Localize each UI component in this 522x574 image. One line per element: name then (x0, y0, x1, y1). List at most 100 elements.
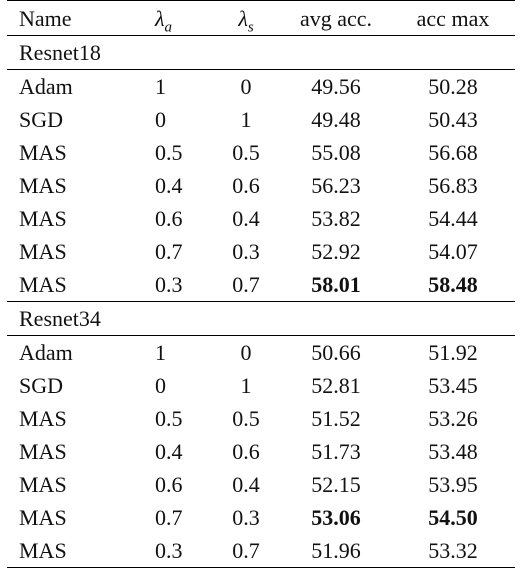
cell-text: MAS (19, 472, 67, 497)
data-cell: 0.4 (151, 169, 211, 202)
cell-text: 0.5 (232, 140, 260, 165)
cell-text: 0.4 (155, 173, 183, 198)
data-row: MAS 0.6 0.4 53.82 54.44 (7, 202, 515, 235)
section-title: Resnet18 (7, 35, 515, 70)
data-row: SGD 0 1 49.48 50.43 (7, 103, 515, 136)
data-cell: 52.92 (281, 235, 391, 268)
data-cell: MAS (7, 202, 151, 235)
cell-text: Adam (19, 340, 73, 365)
data-cell: 0 (151, 103, 211, 136)
data-cell: MAS (7, 169, 151, 202)
cell-text: 0.7 (232, 538, 260, 563)
data-row: MAS 0.3 0.7 58.01 58.48 (7, 268, 515, 302)
cell-text: 58.01 (311, 272, 361, 297)
section-row: Resnet18 (7, 35, 515, 70)
data-cell: 51.96 (281, 534, 391, 568)
cell-text: SGD (19, 373, 64, 398)
data-cell: 54.44 (391, 202, 515, 235)
header-cell: acc max (391, 0, 515, 36)
data-cell: 1 (151, 70, 211, 104)
cell-text: 51.52 (311, 406, 361, 431)
data-cell: MAS (7, 534, 151, 568)
cell-text: 53.48 (428, 439, 478, 464)
cell-text: MAS (19, 173, 67, 198)
cell-text: 53.26 (428, 406, 478, 431)
cell-text: 49.48 (311, 107, 361, 132)
header-cell: λs (211, 0, 281, 36)
data-cell: 0.3 (211, 501, 281, 534)
data-cell: Adam (7, 70, 151, 104)
cell-text: 0.7 (155, 239, 183, 264)
data-cell: 0.6 (211, 435, 281, 468)
subscript: s (247, 18, 254, 35)
data-cell: 56.83 (391, 169, 515, 202)
cell-text: 54.44 (428, 206, 478, 231)
data-cell: 0.6 (151, 468, 211, 501)
cell-text: Name (19, 5, 72, 31)
cell-text: 52.81 (311, 373, 361, 398)
header-cell: λa (151, 0, 211, 36)
cell-text: 55.08 (311, 140, 361, 165)
cell-text: 53.32 (428, 538, 478, 563)
cell-text: 0.3 (155, 538, 183, 563)
data-cell: MAS (7, 468, 151, 501)
cell-text: 0.5 (232, 406, 260, 431)
cell-text: 50.43 (428, 107, 478, 132)
data-row: MAS 0.7 0.3 52.92 54.07 (7, 235, 515, 268)
cell-text: 52.15 (311, 472, 361, 497)
data-cell: 58.01 (281, 268, 391, 302)
cell-text: SGD (19, 107, 64, 132)
cell-text: MAS (19, 140, 67, 165)
cell-text: 0.3 (232, 239, 260, 264)
data-cell: MAS (7, 268, 151, 302)
data-cell: 53.48 (391, 435, 515, 468)
data-cell: 58.48 (391, 268, 515, 302)
data-cell: 0.7 (211, 534, 281, 568)
data-cell: 51.92 (391, 336, 515, 370)
cell-text: Adam (19, 74, 73, 99)
data-cell: 51.73 (281, 435, 391, 468)
cell-text: 0 (155, 107, 166, 132)
data-cell: 54.07 (391, 235, 515, 268)
data-cell: 0.5 (151, 136, 211, 169)
data-cell: 56.68 (391, 136, 515, 169)
cell-text: 56.83 (428, 173, 478, 198)
data-cell: 0.5 (211, 402, 281, 435)
cell-text: 1 (155, 340, 166, 365)
subscript: a (164, 18, 173, 35)
cell-text: MAS (19, 538, 67, 563)
cell-text: MAS (19, 206, 67, 231)
data-cell: 0 (211, 336, 281, 370)
data-cell: MAS (7, 136, 151, 169)
data-cell: 53.95 (391, 468, 515, 501)
data-row: MAS 0.5 0.5 51.52 53.26 (7, 402, 515, 435)
data-cell: 0.3 (151, 268, 211, 302)
cell-text: 51.92 (428, 340, 478, 365)
header-row: Name λa λs avg acc. acc max (7, 0, 515, 36)
data-cell: 54.50 (391, 501, 515, 534)
cell-text: MAS (19, 439, 67, 464)
data-row: MAS 0.6 0.4 52.15 53.95 (7, 468, 515, 501)
section-title: Resnet34 (7, 301, 515, 336)
cell-text: 0 (240, 340, 252, 365)
data-cell: 0.6 (151, 202, 211, 235)
data-cell: 0.6 (211, 169, 281, 202)
cell-text: 0.7 (155, 505, 183, 530)
data-cell: 0.7 (211, 268, 281, 302)
data-cell: 0.4 (211, 202, 281, 235)
cell-text: 0.3 (155, 272, 183, 297)
data-cell: MAS (7, 435, 151, 468)
cell-text: 56.68 (428, 140, 478, 165)
data-row: Adam 1 0 50.66 51.92 (7, 336, 515, 370)
data-row: MAS 0.5 0.5 55.08 56.68 (7, 136, 515, 169)
cell-text: 0.6 (232, 173, 260, 198)
cell-text: 53.06 (311, 505, 361, 530)
data-cell: 51.52 (281, 402, 391, 435)
data-cell: 52.15 (281, 468, 391, 501)
data-cell: 0.7 (151, 235, 211, 268)
data-cell: 0.4 (151, 435, 211, 468)
data-cell: 49.48 (281, 103, 391, 136)
cell-text: MAS (19, 239, 67, 264)
cell-text: 1 (240, 107, 252, 132)
data-cell: 50.28 (391, 70, 515, 104)
